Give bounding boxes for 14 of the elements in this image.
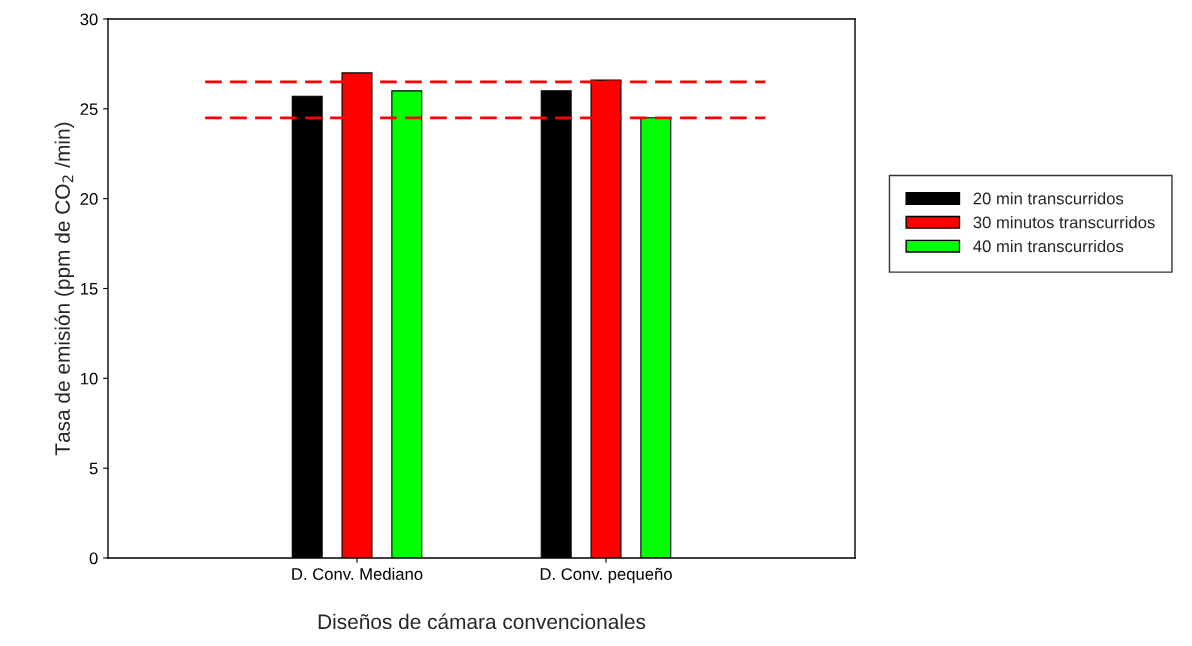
y-tick-label: 25 xyxy=(80,103,98,116)
x-tick-label: D. Conv. Mediano xyxy=(292,567,423,580)
y-tick-label: 15 xyxy=(81,283,98,295)
y-tick-label: 0 xyxy=(89,552,98,565)
y-tick-label: 30 xyxy=(80,13,98,26)
y-tick-label: 20 xyxy=(80,193,98,205)
y-tick-label: 5 xyxy=(89,462,98,475)
y-tick-label: 10 xyxy=(81,372,98,385)
legend-label: 20 min transcurridos xyxy=(973,192,1124,205)
y-axis-title: Tasa de emisión (ppm de CO$_{2}$ /min) xyxy=(54,122,75,456)
x-tick-label: D. Conv. pequeño xyxy=(540,567,672,584)
x-axis-title: Diseños de cámara convencionales xyxy=(318,613,646,630)
legend-label: 40 min transcurridos xyxy=(973,239,1124,253)
legend-label: 30 minutos transcurridos xyxy=(973,216,1155,229)
